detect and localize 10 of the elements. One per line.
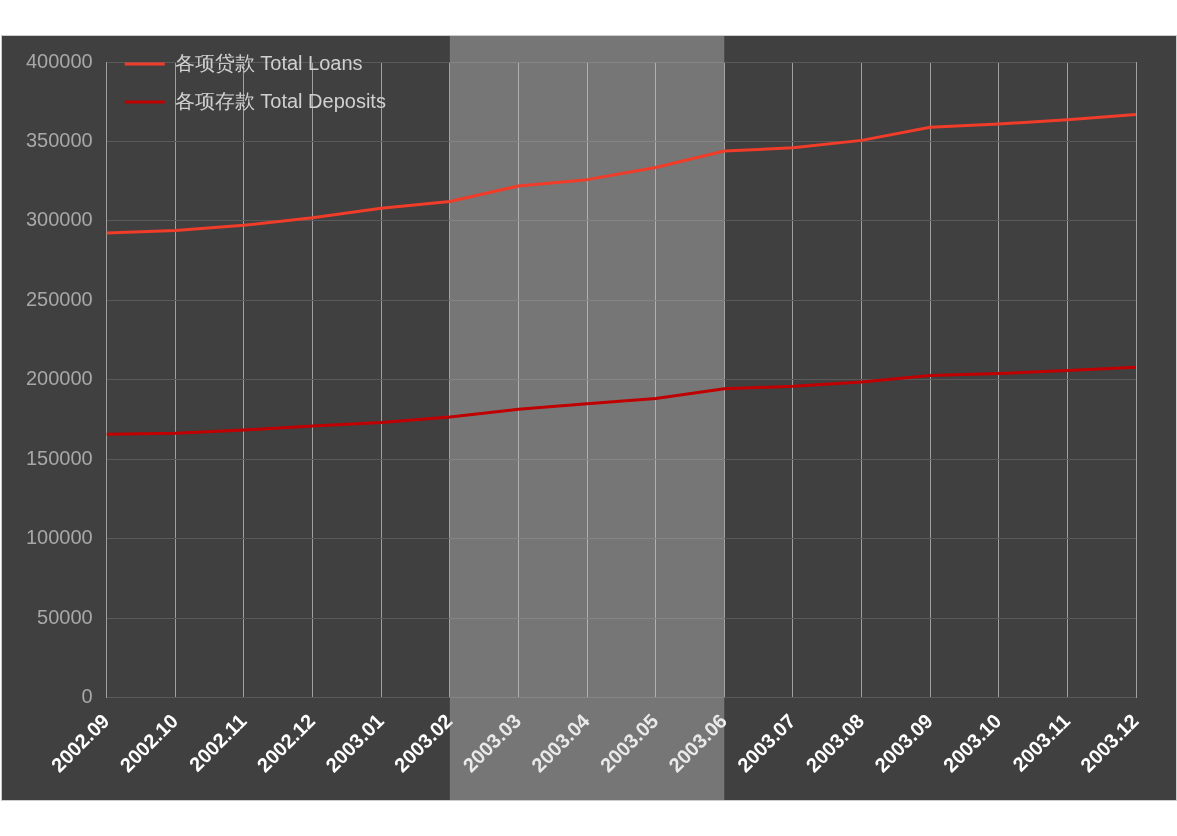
y-tick-label: 350000 (25, 129, 93, 151)
y-tick-label: 100000 (25, 526, 93, 549)
legend-label: 各项贷款 Total Loans (174, 51, 363, 74)
y-tick-label: 300000 (25, 208, 93, 231)
y-tick-label: 250000 (25, 287, 93, 310)
y-tick-label: 150000 (25, 446, 93, 469)
y-tick-label: 200000 (25, 367, 93, 390)
y-tick-label: 50000 (37, 605, 93, 628)
y-tick-label: 0 (81, 685, 93, 708)
y-tick-label: 400000 (25, 49, 93, 72)
